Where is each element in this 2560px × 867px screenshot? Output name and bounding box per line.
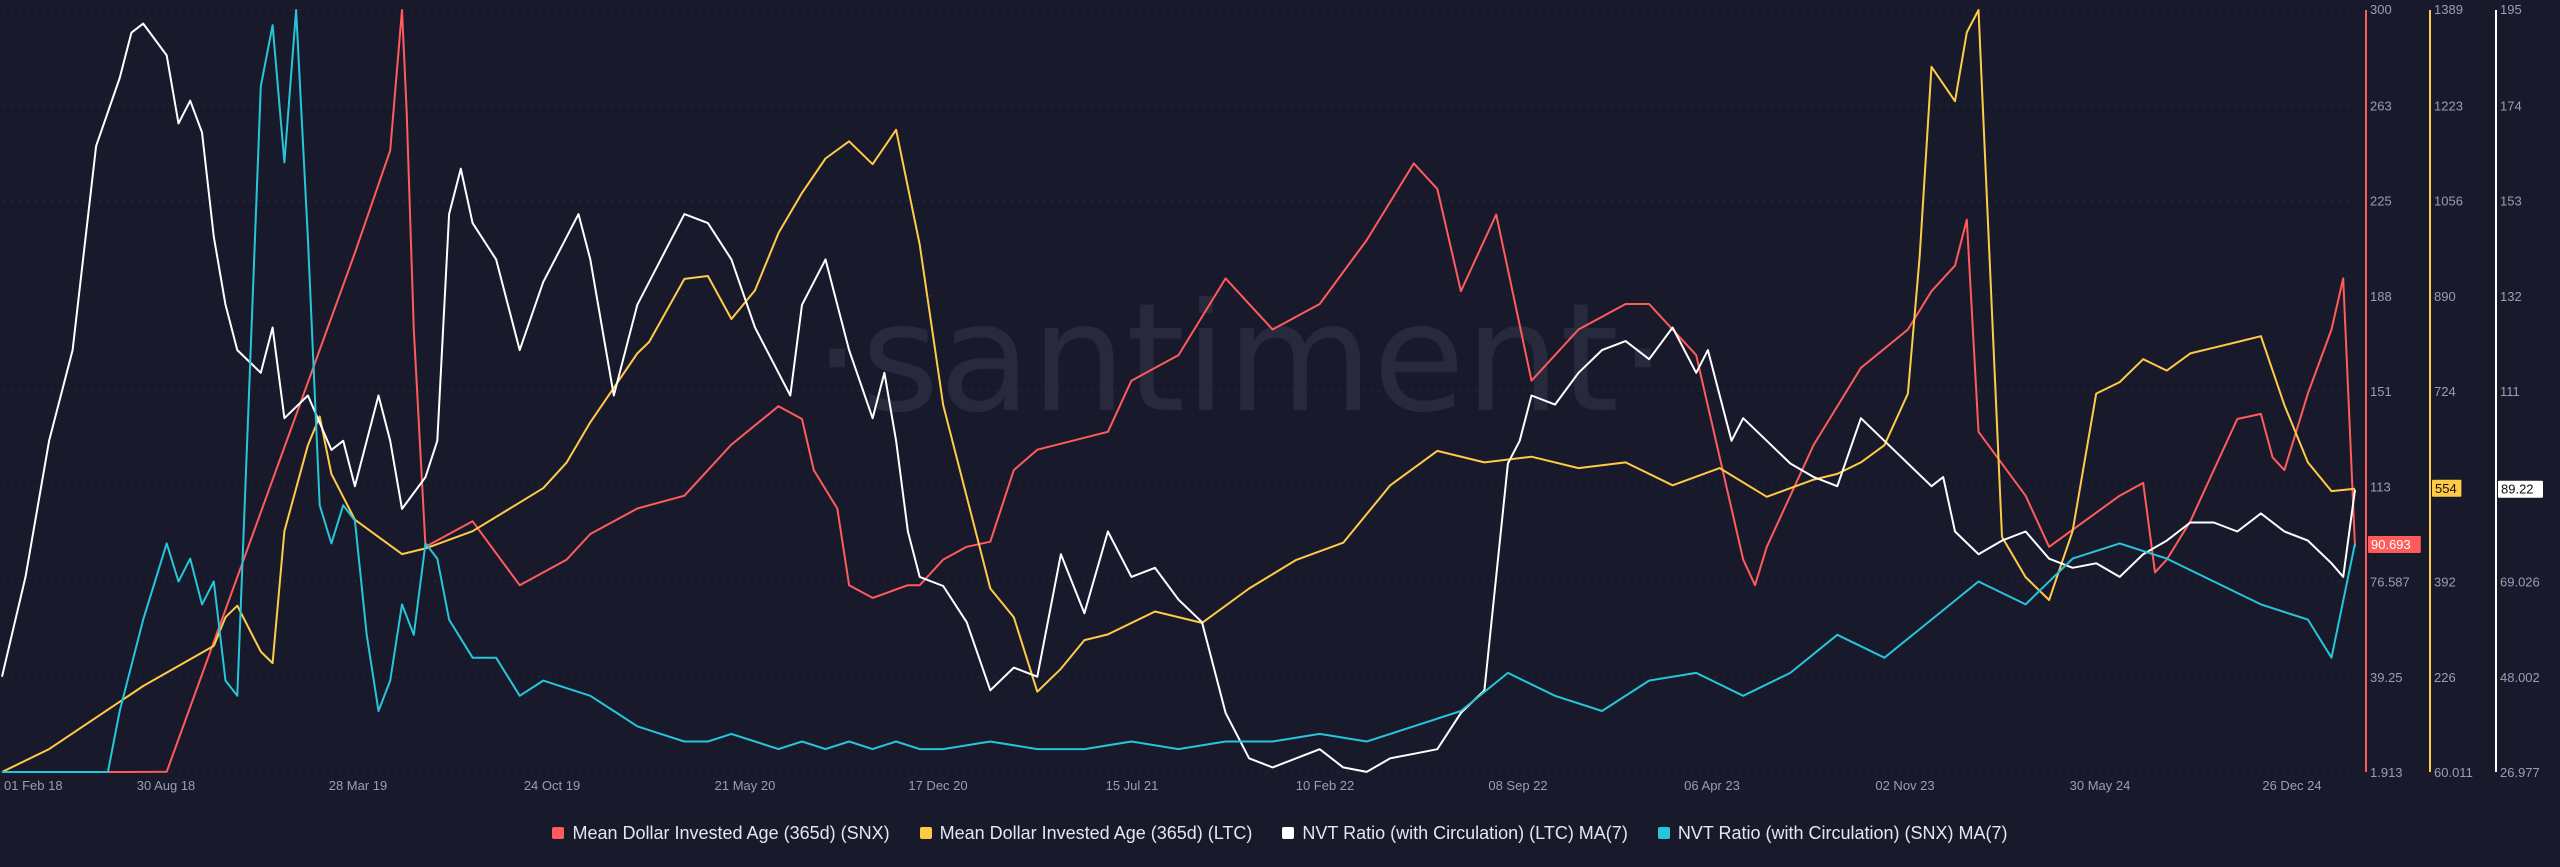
- current-value-badge-2: [2432, 479, 2462, 497]
- y-tick-label: 132: [2500, 289, 2522, 304]
- series-line-4: [2, 9, 2356, 773]
- legend-label: Mean Dollar Invested Age (365d) (SNX): [572, 822, 890, 843]
- y-tick-label: 1.913: [2370, 765, 2403, 780]
- y-tick-label: 60.011: [2434, 765, 2473, 780]
- x-tick-label: 17 Dec 20: [908, 778, 967, 793]
- x-tick-label: 10 Feb 22: [1296, 778, 1355, 793]
- y-tick-label: 300: [2370, 2, 2392, 17]
- current-value-label-2: 554: [2435, 481, 2457, 496]
- x-tick-label: 26 Dec 24: [2262, 778, 2321, 793]
- y-tick-label: 174: [2500, 98, 2522, 113]
- y-tick-label: 111: [2500, 384, 2520, 399]
- legend-item-4[interactable]: NVT Ratio (with Circulation) (SNX) MA(7): [1657, 822, 2008, 844]
- y-tick-label: 263: [2370, 98, 2392, 113]
- x-tick-label: 01 Feb 18: [4, 778, 63, 793]
- x-tick-label: 06 Apr 23: [1684, 778, 1740, 793]
- x-tick-label: 28 Mar 19: [329, 778, 388, 793]
- legend-swatch: [1657, 827, 1670, 839]
- current-value-label-1: 90.693: [2371, 537, 2411, 552]
- legend-swatch: [552, 827, 565, 839]
- legend-item-1[interactable]: Mean Dollar Invested Age (365d) (SNX): [552, 822, 890, 844]
- legend-item-3[interactable]: NVT Ratio (with Circulation) (LTC) MA(7): [1282, 822, 1628, 844]
- series-line-1: [2, 9, 2356, 773]
- legend-label: NVT Ratio (with Circulation) (SNX) MA(7): [1677, 822, 2008, 843]
- x-tick-label: 15 Jul 21: [1106, 778, 1159, 793]
- y-tick-label: 392: [2434, 575, 2456, 590]
- legend-item-2[interactable]: Mean Dollar Invested Age (365d) (LTC): [919, 822, 1253, 844]
- x-tick-label: 21 May 20: [715, 778, 776, 793]
- y-tick-label: 153: [2500, 194, 2522, 209]
- x-tick-label: 24 Oct 19: [524, 778, 580, 793]
- y-tick-label: 195: [2500, 2, 2522, 17]
- legend-swatch: [1282, 827, 1295, 839]
- current-value-badge-3: [2498, 480, 2543, 498]
- y-tick-label: 76.587: [2370, 575, 2410, 590]
- x-tick-label: 02 Nov 23: [1875, 778, 1934, 793]
- y-tick-label: 225: [2370, 194, 2392, 209]
- y-tick-label: 188: [2370, 289, 2392, 304]
- series-line-2: [1, 9, 2356, 773]
- y-tick-label: 890: [2434, 289, 2456, 304]
- y-tick-label: 69.026: [2500, 575, 2540, 590]
- legend-label: NVT Ratio (with Circulation) (LTC) MA(7): [1302, 822, 1628, 843]
- y-tick-label: 1223: [2434, 98, 2463, 113]
- series-line-3: [1, 22, 2356, 773]
- axes-layer: 01 Feb 18 30 Aug 18 28 Mar 19 24 Oct 19 21 M…: [4, 2, 2543, 793]
- legend: Mean Dollar Invested Age (365d) (SNX) Mea…: [0, 818, 2560, 848]
- series-layer: [1, 9, 2356, 773]
- current-value-label-3: 89.22: [2501, 482, 2534, 497]
- y-tick-label: 1056: [2434, 194, 2463, 209]
- y-tick-label: 1389: [2434, 2, 2463, 17]
- watermark-text: ·santiment·: [813, 272, 1666, 446]
- y-tick-label: 151: [2370, 384, 2392, 399]
- y-tick-label: 39.25: [2370, 670, 2403, 685]
- y-tick-label: 48.002: [2500, 670, 2540, 685]
- y-tick-label: 226: [2434, 670, 2456, 685]
- y-tick-label: 26.977: [2500, 765, 2540, 780]
- legend-label: Mean Dollar Invested Age (365d) (LTC): [939, 822, 1253, 843]
- x-tick-label: 30 May 24: [2070, 778, 2131, 793]
- legend-swatch: [919, 827, 932, 839]
- y-tick-label: 113: [2370, 479, 2391, 494]
- current-value-badge-1: [2368, 536, 2421, 554]
- x-tick-label: 30 Aug 18: [137, 778, 196, 793]
- x-tick-label: 08 Sep 22: [1488, 778, 1547, 793]
- y-tick-label: 724: [2434, 384, 2456, 399]
- grid-lines: [2, 9, 2355, 773]
